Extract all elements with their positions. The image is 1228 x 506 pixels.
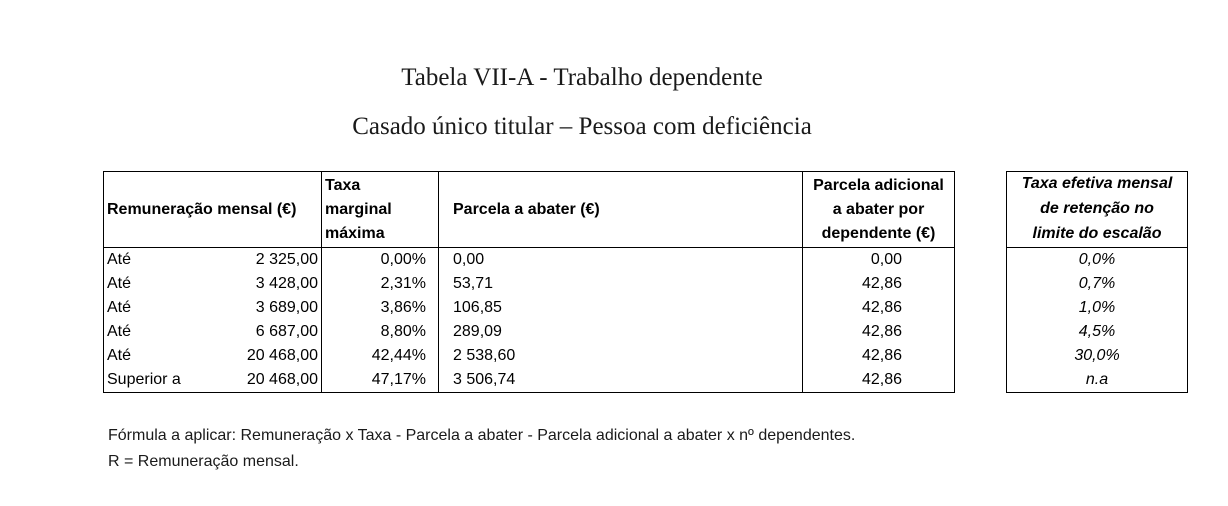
row-taxa: 47,17% — [321, 368, 439, 393]
header-taxa-line2: marginal — [325, 200, 392, 218]
formula-note: Fórmula a aplicar: Remuneração x Taxa - … — [108, 427, 856, 444]
row-adicional: 42,86 — [802, 272, 955, 296]
header-efetiva-line2: de retenção no — [1040, 200, 1154, 218]
effective-rate-row: 1,0% — [1007, 296, 1188, 320]
row-taxa: 42,44% — [321, 344, 439, 368]
table-row: Até 20 468,00 42,44% 2 538,60 42,86 — [103, 344, 955, 368]
table-row: Até 3 689,00 3,86% 106,85 42,86 — [103, 296, 955, 320]
row-efetiva: n.a — [1085, 371, 1109, 388]
effective-rate-header-row: Taxa efetiva mensal de retenção no limit… — [1006, 171, 1188, 248]
header-remuneracao: Remuneração mensal (€) — [103, 171, 322, 248]
table-row: Até 2 325,00 0,00% 0,00 0,00 — [103, 247, 955, 272]
row-parcela: 106,85 — [438, 296, 803, 320]
row-parcela: 53,71 — [438, 272, 803, 296]
header-efetiva-line1: Taxa efetiva mensal — [1021, 175, 1173, 193]
effective-rate-row: 4,5% — [1007, 320, 1188, 344]
row-remuneracao: 6 687,00 — [189, 320, 322, 344]
row-adicional: 42,86 — [802, 320, 955, 344]
table-row: Até 6 687,00 8,80% 289,09 42,86 — [103, 320, 955, 344]
header-adicional-line3: dependente (€) — [821, 224, 936, 242]
row-remuneracao: 2 325,00 — [189, 247, 322, 272]
row-remuneracao: 3 689,00 — [189, 296, 322, 320]
row-efetiva: 30,0% — [1074, 347, 1120, 364]
row-adicional: 42,86 — [802, 344, 955, 368]
row-remuneracao: 20 468,00 — [189, 344, 322, 368]
row-label: Superior a — [103, 368, 190, 393]
row-adicional: 0,00 — [802, 247, 955, 272]
withholding-table: Remuneração mensal (€) Taxa marginal máx… — [103, 171, 955, 393]
row-label: Até — [103, 272, 190, 296]
legend-note: R = Remuneração mensal. — [108, 453, 299, 470]
row-taxa: 3,86% — [321, 296, 439, 320]
header-taxa: Taxa marginal máxima — [321, 171, 439, 248]
row-parcela: 289,09 — [438, 320, 803, 344]
row-parcela: 3 506,74 — [438, 368, 803, 393]
table-title: Tabela VII-A - Trabalho dependente — [401, 64, 763, 91]
effective-rate-table: Taxa efetiva mensal de retenção no limit… — [1006, 171, 1188, 393]
table-row: Superior a 20 468,00 47,17% 3 506,74 42,86 — [103, 368, 955, 393]
header-adicional-line2: a abater por — [832, 200, 925, 218]
row-efetiva: 0,0% — [1078, 251, 1116, 268]
header-efetiva: Taxa efetiva mensal de retenção no limit… — [1006, 171, 1188, 248]
row-remuneracao: 3 428,00 — [189, 272, 322, 296]
row-parcela: 2 538,60 — [438, 344, 803, 368]
header-efetiva-line3: limite do escalão — [1032, 224, 1162, 242]
header-adicional: Parcela adicional a abater por dependent… — [802, 171, 955, 248]
row-efetiva: 4,5% — [1078, 323, 1116, 340]
table-subtitle: Casado único titular – Pessoa com defici… — [352, 113, 812, 140]
row-label: Até — [103, 320, 190, 344]
row-taxa: 2,31% — [321, 272, 439, 296]
table-header-row: Remuneração mensal (€) Taxa marginal máx… — [103, 171, 955, 248]
row-label: Até — [103, 247, 190, 272]
row-adicional: 42,86 — [802, 368, 955, 393]
header-taxa-line1: Taxa — [325, 176, 361, 194]
row-taxa: 0,00% — [321, 247, 439, 272]
header-taxa-line3: máxima — [325, 224, 385, 242]
row-efetiva: 0,7% — [1078, 275, 1116, 292]
header-parcela: Parcela a abater (€) — [438, 171, 803, 248]
row-efetiva: 1,0% — [1078, 299, 1116, 316]
row-label: Até — [103, 296, 190, 320]
effective-rate-row: 0,7% — [1007, 272, 1188, 296]
table-row: Até 3 428,00 2,31% 53,71 42,86 — [103, 272, 955, 296]
effective-rate-row: 0,0% — [1007, 248, 1188, 273]
row-label: Até — [103, 344, 190, 368]
effective-rate-row: n.a — [1007, 368, 1188, 393]
row-adicional: 42,86 — [802, 296, 955, 320]
row-parcela: 0,00 — [438, 247, 803, 272]
effective-rate-row: 30,0% — [1007, 344, 1188, 368]
row-taxa: 8,80% — [321, 320, 439, 344]
row-remuneracao: 20 468,00 — [189, 368, 322, 393]
header-adicional-line1: Parcela adicional — [813, 176, 944, 194]
